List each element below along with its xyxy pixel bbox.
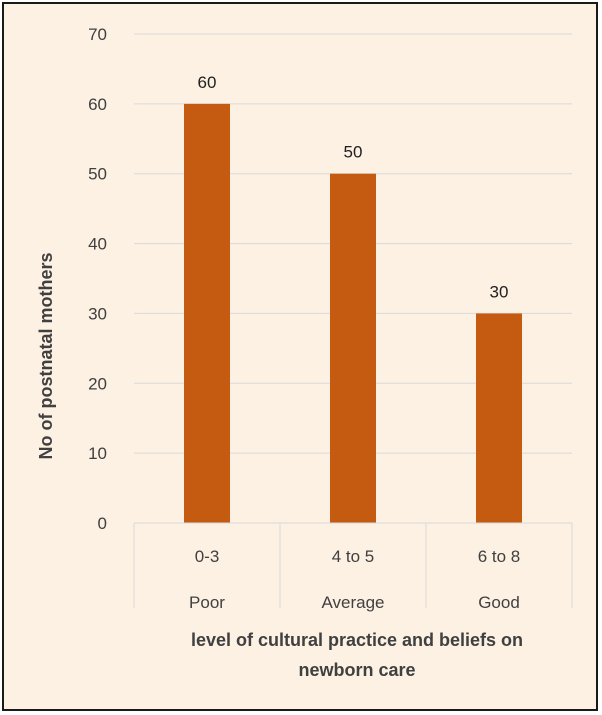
x-category-label: 6 to 8 xyxy=(478,547,521,566)
x-axis: 0-3 Poor 4 to 5 Average 6 to 8 Good xyxy=(133,522,573,612)
y-tick-label: 50 xyxy=(88,165,107,184)
x-group-label: Average xyxy=(321,593,384,612)
x-group-label: Good xyxy=(478,593,520,612)
bars xyxy=(184,103,522,523)
y-tick-label: 70 xyxy=(88,25,107,44)
x-axis-title-line-1: level of cultural practice and beliefs o… xyxy=(191,630,523,650)
y-tick-label: 0 xyxy=(98,514,107,533)
bar xyxy=(476,313,522,523)
y-axis-ticks: 0 10 20 30 40 50 60 70 xyxy=(88,25,107,533)
y-tick-label: 10 xyxy=(88,444,107,463)
y-tick-label: 30 xyxy=(88,304,107,323)
data-labels: 60 50 30 xyxy=(198,73,509,302)
x-group-label: Poor xyxy=(189,593,225,612)
y-tick-label: 60 xyxy=(88,95,107,114)
y-tick-label: 40 xyxy=(88,235,107,254)
x-category-label: 4 to 5 xyxy=(332,547,375,566)
y-axis-title: No of postnatal mothers xyxy=(36,252,56,459)
data-label: 60 xyxy=(198,73,217,92)
x-axis-title-line-2: newborn care xyxy=(298,660,415,680)
data-label: 30 xyxy=(490,282,509,301)
bar xyxy=(330,173,376,523)
data-label: 50 xyxy=(344,143,363,162)
y-tick-label: 20 xyxy=(88,374,107,393)
x-category-label: 0-3 xyxy=(195,547,220,566)
bar xyxy=(184,103,230,523)
